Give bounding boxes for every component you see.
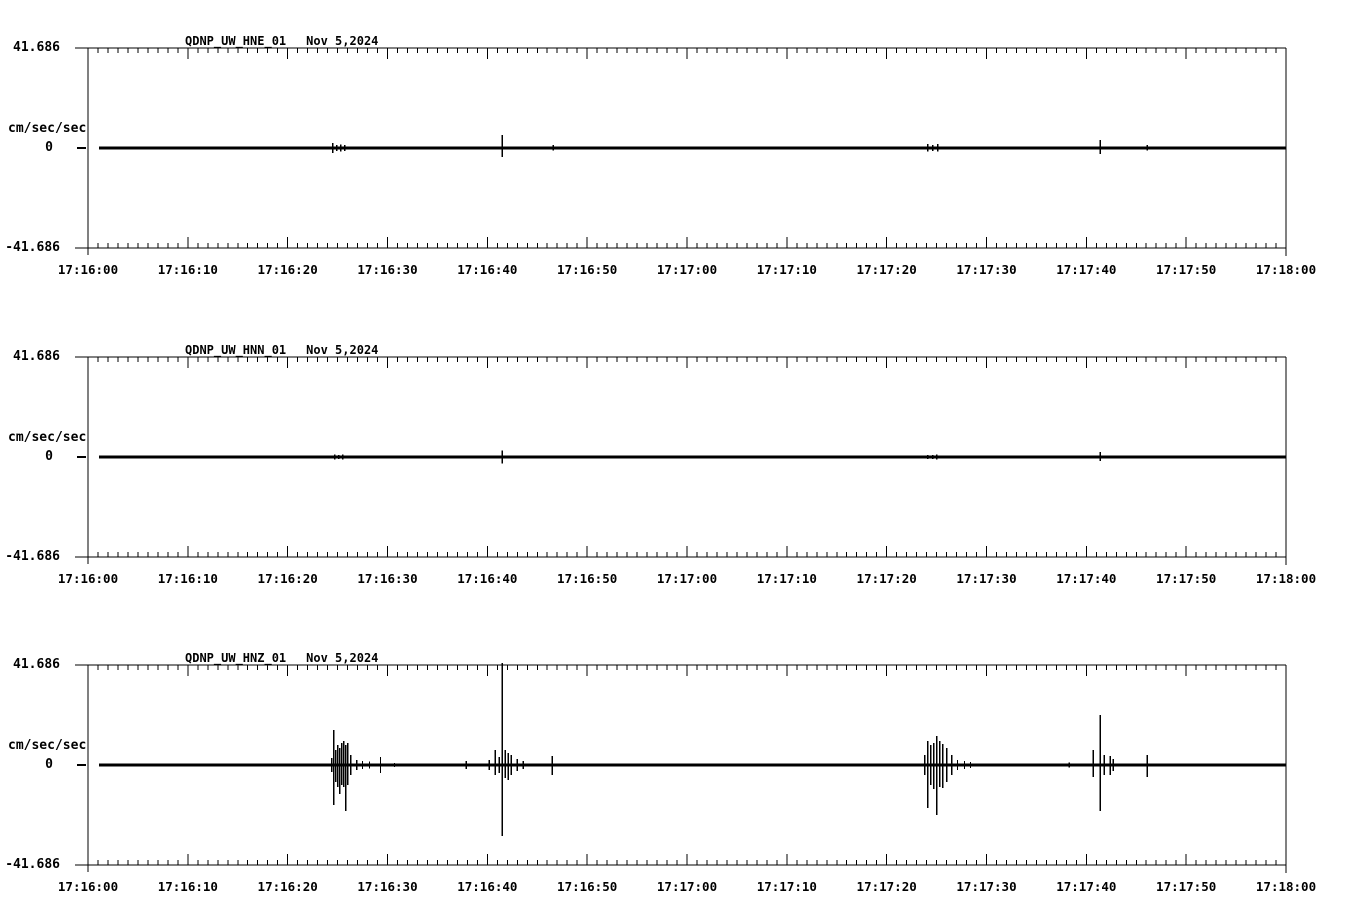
panel-2-yunits-label: cm/sec/sec xyxy=(8,430,87,445)
svg-text:17:17:30: 17:17:30 xyxy=(956,879,1016,894)
svg-text:17:16:40: 17:16:40 xyxy=(457,571,517,586)
svg-text:17:17:10: 17:17:10 xyxy=(757,262,817,277)
svg-text:17:17:10: 17:17:10 xyxy=(757,879,817,894)
panel-3-date-label: Nov 5,2024 xyxy=(306,651,379,665)
svg-text:17:17:10: 17:17:10 xyxy=(757,571,817,586)
svg-text:17:16:10: 17:16:10 xyxy=(158,262,218,277)
svg-text:17:17:30: 17:17:30 xyxy=(956,262,1016,277)
svg-text:17:16:50: 17:16:50 xyxy=(557,879,617,894)
svg-text:17:16:20: 17:16:20 xyxy=(258,571,318,586)
svg-text:17:17:40: 17:17:40 xyxy=(1056,879,1116,894)
svg-text:17:17:20: 17:17:20 xyxy=(857,262,917,277)
panel-2-title: QDNP_UW_HNN_01 Nov 5,2024 xyxy=(185,343,378,357)
svg-text:17:18:00: 17:18:00 xyxy=(1256,262,1316,277)
svg-text:17:16:50: 17:16:50 xyxy=(557,571,617,586)
panel-1-ymin-label: -41.686 xyxy=(5,240,60,255)
panel-3-channel-label: QDNP_UW_HNZ_01 xyxy=(185,651,287,665)
svg-text:17:17:40: 17:17:40 xyxy=(1056,262,1116,277)
svg-text:17:17:00: 17:17:00 xyxy=(657,262,717,277)
panel-2-date-label: Nov 5,2024 xyxy=(306,343,379,357)
svg-text:17:16:10: 17:16:10 xyxy=(158,879,218,894)
panel-2-channel-label: QDNP_UW_HNN_01 xyxy=(185,343,287,357)
panel-1-yunits-label: cm/sec/sec xyxy=(8,121,87,136)
svg-text:17:16:30: 17:16:30 xyxy=(357,262,417,277)
svg-text:17:16:40: 17:16:40 xyxy=(457,262,517,277)
panel-1-title: QDNP_UW_HNE_01 Nov 5,2024 xyxy=(185,34,378,48)
panel-1-yzero-label: 0 xyxy=(45,140,53,155)
svg-text:17:17:50: 17:17:50 xyxy=(1156,262,1216,277)
svg-text:17:16:00: 17:16:00 xyxy=(58,879,118,894)
svg-text:17:16:30: 17:16:30 xyxy=(357,571,417,586)
svg-text:17:17:20: 17:17:20 xyxy=(857,879,917,894)
svg-text:17:17:40: 17:17:40 xyxy=(1056,571,1116,586)
panel-1-channel-label: QDNP_UW_HNE_01 xyxy=(185,34,287,48)
panel-2-ymin-label: -41.686 xyxy=(5,549,60,564)
svg-text:17:17:30: 17:17:30 xyxy=(956,571,1016,586)
svg-text:17:16:10: 17:16:10 xyxy=(158,571,218,586)
svg-text:17:16:00: 17:16:00 xyxy=(58,262,118,277)
svg-text:17:17:50: 17:17:50 xyxy=(1156,571,1216,586)
panel-3-ymin-label: -41.686 xyxy=(5,857,60,872)
panel-2-ymax-label: 41.686 xyxy=(13,349,60,364)
panel-2-yzero-label: 0 xyxy=(45,449,53,464)
svg-text:17:16:20: 17:16:20 xyxy=(258,879,318,894)
panel-1-date-label: Nov 5,2024 xyxy=(306,34,379,48)
svg-text:17:17:00: 17:17:00 xyxy=(657,879,717,894)
svg-text:17:16:40: 17:16:40 xyxy=(457,879,517,894)
panel-3-yunits-label: cm/sec/sec xyxy=(8,738,87,753)
svg-text:17:18:00: 17:18:00 xyxy=(1256,879,1316,894)
svg-text:17:16:00: 17:16:00 xyxy=(58,571,118,586)
svg-text:17:17:50: 17:17:50 xyxy=(1156,879,1216,894)
panel-3-title: QDNP_UW_HNZ_01 Nov 5,2024 xyxy=(185,651,378,665)
svg-text:17:17:20: 17:17:20 xyxy=(857,571,917,586)
svg-text:17:16:20: 17:16:20 xyxy=(258,262,318,277)
panel-3-ymax-label: 41.686 xyxy=(13,657,60,672)
svg-text:17:18:00: 17:18:00 xyxy=(1256,571,1316,586)
svg-text:17:16:30: 17:16:30 xyxy=(357,879,417,894)
svg-text:17:17:00: 17:17:00 xyxy=(657,571,717,586)
panel-3-yzero-label: 0 xyxy=(45,757,53,772)
svg-text:17:16:50: 17:16:50 xyxy=(557,262,617,277)
panel-1-ymax-label: 41.686 xyxy=(13,40,60,55)
